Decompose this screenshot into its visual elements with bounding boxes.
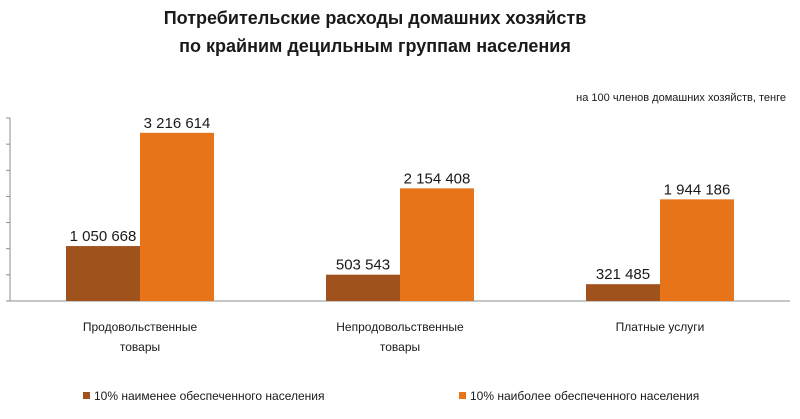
data-label-series-0-cat-2: 321 485 bbox=[596, 266, 650, 283]
category-label-0-line-1: товары bbox=[120, 340, 160, 354]
category-label-0-line-0: Продовольственные bbox=[83, 320, 198, 334]
bars-group bbox=[66, 132, 734, 301]
bar-series-1-cat-2 bbox=[660, 199, 734, 301]
category-label-1-line-1: товары bbox=[380, 340, 420, 354]
bar-series-0-cat-0 bbox=[66, 246, 140, 301]
category-label-1-line-0: Непродовольственные bbox=[336, 320, 464, 334]
data-label-series-1-cat-0: 3 216 614 bbox=[144, 115, 211, 132]
bar-series-1-cat-0 bbox=[140, 132, 214, 301]
y-axis-ticks bbox=[6, 117, 10, 302]
legend-label-low: 10% наименее обеспеченного населения bbox=[94, 389, 325, 403]
data-label-series-0-cat-0: 1 050 668 bbox=[70, 228, 137, 245]
category-labels-group: Продовольственные товары Непродовольственн… bbox=[83, 320, 705, 354]
legend-swatch-high bbox=[459, 392, 466, 399]
chart-title-line-1: Потребительские расходы домашних хозяйст… bbox=[164, 8, 587, 28]
data-labels-group: 1 050 668 3 216 614 503 543 2 154 408 321 48… bbox=[70, 115, 731, 283]
data-label-series-1-cat-1: 2 154 408 bbox=[404, 170, 471, 187]
category-label-2-line-0: Платные услуги bbox=[616, 320, 705, 334]
bar-series-0-cat-1 bbox=[326, 274, 400, 301]
chart-subtitle: на 100 членов домашних хозяйств, тенге bbox=[576, 92, 786, 104]
bar-series-1-cat-1 bbox=[400, 188, 474, 301]
data-label-series-0-cat-1: 503 543 bbox=[336, 257, 390, 274]
chart-title-line-2: по крайним децильным группам населения bbox=[179, 36, 571, 56]
legend-swatch-low bbox=[83, 392, 90, 399]
bar-series-0-cat-2 bbox=[586, 284, 660, 301]
data-label-series-1-cat-2: 1 944 186 bbox=[664, 181, 731, 198]
legend-label-high: 10% наиболее обеспеченного населения bbox=[470, 389, 699, 403]
